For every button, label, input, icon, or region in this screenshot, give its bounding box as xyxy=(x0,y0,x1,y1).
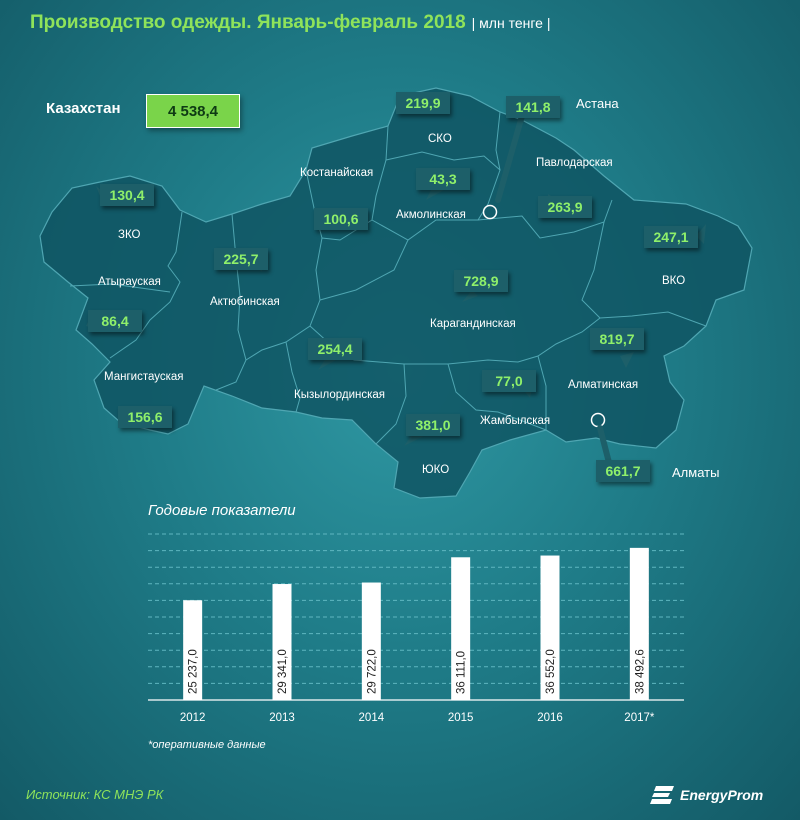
brand-name: EnergyProm xyxy=(680,787,764,803)
bar xyxy=(272,584,292,700)
karaganda-name: Карагандинская xyxy=(430,318,516,330)
vko-name: ВКО xyxy=(662,275,686,287)
bar-value-label: 29 341,0 xyxy=(277,649,289,694)
x-tick-label: 2017* xyxy=(624,712,655,724)
x-tick-label: 2012 xyxy=(180,712,206,724)
aktobe-value: 225,7 xyxy=(214,248,268,270)
astana-marker xyxy=(482,204,498,220)
total-value: 4 538,4 xyxy=(146,94,240,128)
almaty-city-value: 661,7 xyxy=(596,460,650,482)
bar xyxy=(361,582,381,700)
footnote: *оперативные данные xyxy=(148,739,266,751)
almaty-obl-name: Алматинская xyxy=(568,379,639,391)
astana-value: 141,8 xyxy=(506,96,560,118)
zko-name: ЗКО xyxy=(118,229,141,241)
kyzylorda-name: Кызылординская xyxy=(294,389,386,401)
akmola-name: Акмолинская xyxy=(396,209,466,221)
page-title: Производство одежды. Январь-февраль 2018… xyxy=(30,12,551,33)
atyrau-value: 86,4 xyxy=(88,310,142,332)
x-tick-label: 2014 xyxy=(359,712,385,724)
brand-logo: EnergyProm xyxy=(650,784,763,806)
pavlodar-name: Павлодарская xyxy=(536,157,613,169)
total-label: Казахстан xyxy=(46,100,121,117)
unit-label: | млн тенге | xyxy=(471,15,551,31)
almaty-city-name: Алматы xyxy=(672,465,720,480)
yuko-value: 381,0 xyxy=(406,414,460,436)
kyzylorda-value: 254,4 xyxy=(308,338,362,360)
x-tick-label: 2015 xyxy=(448,712,474,724)
kostanay-name: Костанайская xyxy=(300,167,374,179)
zhambyl-value: 77,0 xyxy=(482,370,536,392)
astana-name: Астана xyxy=(576,96,619,111)
source-text: Источник: КС МНЭ РК xyxy=(26,787,164,802)
bar-value-label: 36 552,0 xyxy=(545,649,557,694)
almaty-obl-value: 819,7 xyxy=(590,328,644,350)
vko-value: 247,1 xyxy=(644,226,698,248)
x-tick-label: 2013 xyxy=(269,712,295,724)
mangistau-name: Мангистауская xyxy=(104,371,184,383)
bar xyxy=(540,555,560,700)
chart-title: Годовые показатели xyxy=(148,502,296,519)
bar xyxy=(183,600,203,700)
zhambyl-name: Жамбылская xyxy=(480,415,551,427)
bar xyxy=(629,547,649,700)
karaganda-value: 728,9 xyxy=(454,270,508,292)
atyrau-name: Атырауская xyxy=(98,276,161,288)
akmola-value: 43,3 xyxy=(416,168,470,190)
zko-value: 130,4 xyxy=(100,184,154,206)
aktobe-name: Актюбинская xyxy=(210,296,280,308)
sko-value: 219,9 xyxy=(396,92,450,114)
kostanay-value: 100,6 xyxy=(314,208,368,230)
x-tick-label: 2016 xyxy=(537,712,563,724)
bar-value-label: 29 722,0 xyxy=(366,649,378,694)
bar-value-label: 36 111,0 xyxy=(456,651,468,694)
energyprom-logo-icon xyxy=(650,786,674,804)
yuko-name: ЮКО xyxy=(422,464,450,476)
mangistau-value: 156,6 xyxy=(118,406,172,428)
bar xyxy=(451,557,471,700)
bar-value-label: 38 492,6 xyxy=(634,649,646,694)
sko-name: СКО xyxy=(428,133,452,145)
bar-value-label: 25 237,0 xyxy=(188,649,200,694)
pavlodar-value: 263,9 xyxy=(538,196,592,218)
country-shape xyxy=(39,87,753,499)
